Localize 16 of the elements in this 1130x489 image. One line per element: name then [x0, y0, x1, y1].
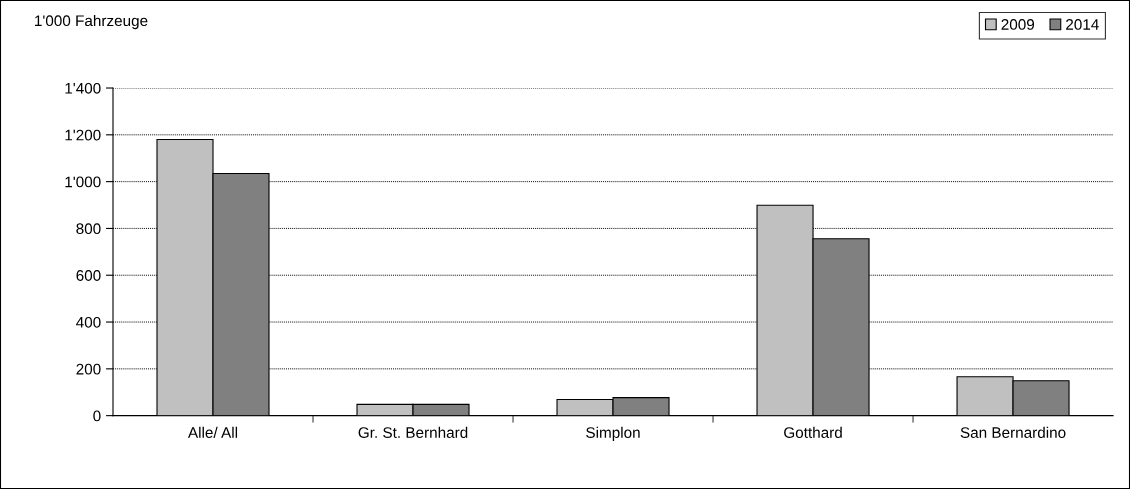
y-tick-label: 200 [76, 363, 101, 375]
x-tick-label: Gotthard [784, 426, 842, 438]
legend-label: 2014 [1066, 19, 1099, 30]
x-tick-label: Gr. St. Bernhard [358, 426, 468, 438]
y-axis-title: 1'000 Fahrzeuge [35, 14, 148, 30]
x-tick-label: Simplon [586, 426, 640, 441]
y-tick-label: 0 [93, 410, 101, 422]
legend-label: 2009 [1001, 19, 1035, 30]
y-tick-label: 1'000 [65, 176, 101, 188]
y-tick-label: 1'400 [65, 82, 101, 94]
y-tick-label: 800 [76, 223, 101, 235]
y-tick-label: 1'200 [65, 129, 101, 141]
y-tick-label: 400 [76, 316, 101, 328]
x-tick-label: San Bernardino [960, 426, 1066, 438]
y-tick-label: 600 [76, 270, 101, 281]
x-tick-label: Alle/ All [187, 426, 238, 438]
